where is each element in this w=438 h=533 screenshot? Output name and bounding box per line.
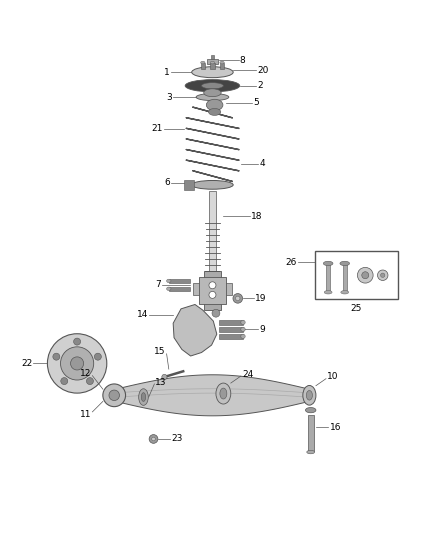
Circle shape: [233, 294, 243, 303]
Text: 4: 4: [260, 159, 265, 168]
Circle shape: [236, 296, 240, 301]
Ellipse shape: [324, 290, 332, 294]
Bar: [211, 55, 214, 59]
Circle shape: [94, 353, 101, 360]
Ellipse shape: [241, 327, 245, 332]
Ellipse shape: [196, 94, 229, 101]
Text: 18: 18: [251, 212, 262, 221]
Text: 26: 26: [286, 257, 297, 266]
Text: 23: 23: [171, 434, 183, 443]
Circle shape: [149, 434, 158, 443]
Bar: [169, 287, 190, 290]
Bar: [226, 282, 232, 295]
Bar: [209, 191, 215, 271]
Bar: [199, 277, 226, 304]
Circle shape: [109, 390, 120, 400]
Text: 15: 15: [154, 347, 166, 356]
Circle shape: [60, 347, 94, 380]
Bar: [307, 415, 314, 451]
Ellipse shape: [139, 389, 148, 405]
Circle shape: [381, 273, 385, 277]
Circle shape: [47, 334, 107, 393]
Ellipse shape: [201, 61, 205, 64]
Bar: [315, 251, 398, 299]
Bar: [210, 62, 215, 69]
Circle shape: [86, 377, 93, 385]
Ellipse shape: [220, 388, 227, 399]
Text: 7: 7: [155, 280, 161, 289]
Text: 20: 20: [258, 66, 269, 75]
Circle shape: [209, 282, 216, 289]
Bar: [184, 180, 194, 190]
Text: 9: 9: [260, 325, 265, 334]
Circle shape: [362, 272, 369, 279]
Circle shape: [212, 309, 220, 317]
Text: 14: 14: [137, 310, 148, 319]
Bar: [169, 279, 190, 282]
Ellipse shape: [192, 181, 233, 189]
Ellipse shape: [241, 334, 245, 338]
Ellipse shape: [216, 383, 231, 404]
Ellipse shape: [208, 108, 221, 116]
Bar: [343, 263, 347, 292]
Circle shape: [53, 353, 60, 360]
Text: 3: 3: [166, 93, 172, 102]
Text: 2: 2: [258, 81, 263, 90]
Text: 19: 19: [255, 294, 267, 303]
Ellipse shape: [141, 393, 146, 401]
Ellipse shape: [340, 261, 350, 265]
Bar: [219, 320, 243, 325]
Text: 21: 21: [152, 125, 163, 133]
Bar: [219, 327, 243, 332]
Polygon shape: [173, 304, 217, 356]
Circle shape: [103, 384, 126, 407]
Ellipse shape: [341, 290, 349, 294]
Text: 5: 5: [253, 98, 259, 107]
Circle shape: [61, 377, 68, 385]
Ellipse shape: [220, 61, 224, 64]
Ellipse shape: [185, 79, 240, 92]
Text: 16: 16: [329, 423, 341, 432]
Circle shape: [162, 374, 167, 379]
Ellipse shape: [241, 320, 245, 325]
Bar: [204, 271, 221, 310]
Ellipse shape: [305, 408, 316, 413]
Ellipse shape: [204, 89, 221, 96]
Bar: [219, 334, 243, 338]
Circle shape: [74, 338, 81, 345]
Ellipse shape: [303, 385, 316, 405]
Circle shape: [152, 437, 155, 441]
Circle shape: [378, 270, 388, 280]
Circle shape: [209, 292, 216, 298]
Text: 12: 12: [80, 369, 91, 378]
Ellipse shape: [201, 83, 223, 89]
Ellipse shape: [210, 61, 215, 64]
Circle shape: [71, 357, 84, 370]
Text: 11: 11: [80, 409, 91, 418]
Bar: [326, 263, 330, 292]
Polygon shape: [112, 375, 313, 416]
Text: 8: 8: [240, 56, 245, 65]
Text: 25: 25: [351, 304, 362, 313]
Text: 1: 1: [164, 68, 170, 77]
Ellipse shape: [166, 279, 171, 282]
Bar: [201, 62, 205, 69]
Ellipse shape: [192, 67, 233, 78]
Bar: [220, 62, 224, 69]
Text: 22: 22: [21, 359, 32, 368]
Text: 6: 6: [164, 178, 170, 187]
Bar: [207, 59, 218, 64]
Ellipse shape: [306, 391, 312, 400]
Ellipse shape: [206, 99, 223, 111]
Ellipse shape: [323, 261, 333, 265]
Text: 10: 10: [327, 373, 339, 382]
Circle shape: [357, 268, 373, 283]
Text: 24: 24: [242, 370, 254, 379]
Text: 13: 13: [155, 378, 167, 387]
Ellipse shape: [307, 450, 314, 454]
Bar: [193, 282, 199, 295]
Ellipse shape: [166, 287, 171, 290]
